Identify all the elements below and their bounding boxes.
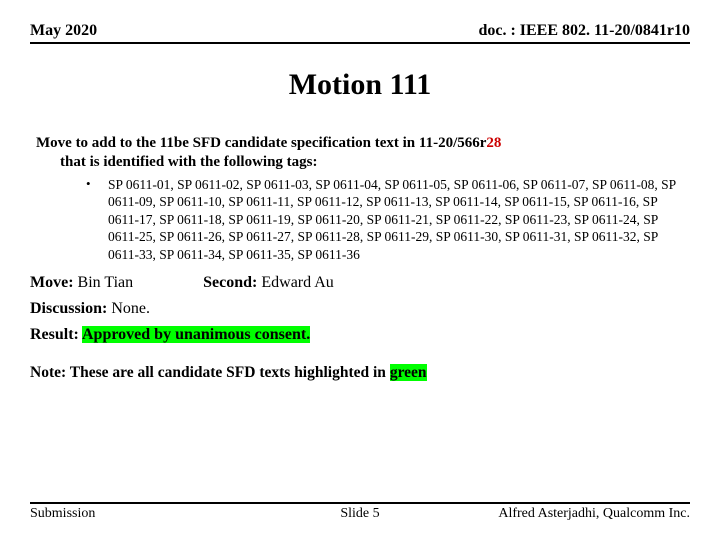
slide-body: Move to add to the 11be SFD candidate sp… [30, 134, 690, 383]
sp-codes-list: SP 0611-01, SP 0611-02, SP 0611-03, SP 0… [108, 176, 690, 264]
header-date: May 2020 [30, 22, 97, 40]
result-highlight: Approved by unanimous consent. [82, 326, 310, 343]
result-line: Result: Approved by unanimous consent. [30, 325, 690, 345]
sp-codes-row: • SP 0611-01, SP 0611-02, SP 0611-03, SP… [30, 176, 690, 264]
note-line: Note: These are all candidate SFD texts … [30, 363, 690, 382]
move-name: Bin Tian [78, 274, 134, 291]
header-doc-id: doc. : IEEE 802. 11-20/0841r10 [478, 22, 690, 40]
discussion-value: None. [111, 300, 150, 317]
second-label: Second: [203, 274, 261, 291]
second-name: Edward Au [261, 274, 333, 291]
result-label: Result: [30, 326, 82, 343]
slide-header: May 2020 doc. : IEEE 802. 11-20/0841r10 [30, 22, 690, 44]
move-second-line: Move: Bin Tian Second: Edward Au [30, 273, 690, 293]
note-green-word: green [390, 364, 427, 381]
slide-footer: Submission Slide 5 Alfred Asterjadhi, Qu… [30, 502, 690, 522]
second-block: Second: Edward Au [203, 273, 334, 293]
discussion-line: Discussion: None. [30, 299, 690, 319]
move-block: Move: Bin Tian [30, 273, 133, 293]
note-prefix: Note: These are all candidate SFD texts … [30, 364, 390, 381]
motion-intro: Move to add to the 11be SFD candidate sp… [30, 134, 690, 172]
intro-line2: that is identified with the following ta… [36, 153, 690, 172]
intro-line1-prefix: Move to add to the 11be SFD candidate sp… [36, 135, 486, 151]
slide-title: Motion 111 [30, 68, 690, 102]
intro-red-number: 28 [486, 135, 501, 151]
move-label: Move: [30, 274, 78, 291]
discussion-label: Discussion: [30, 300, 111, 317]
footer-center: Slide 5 [30, 506, 690, 522]
bullet-icon: • [86, 176, 108, 264]
